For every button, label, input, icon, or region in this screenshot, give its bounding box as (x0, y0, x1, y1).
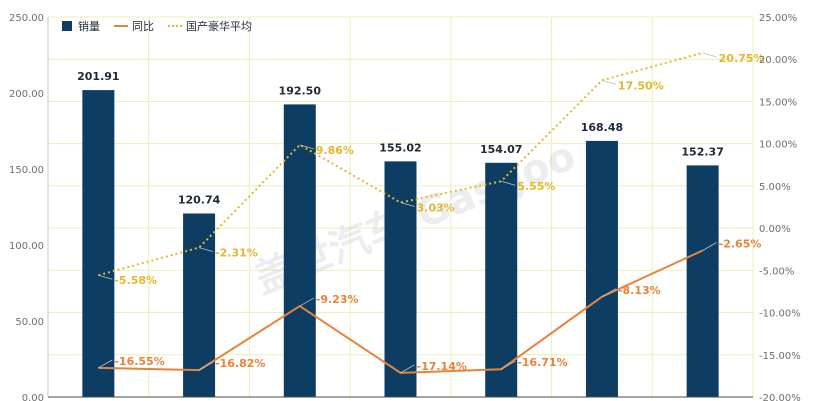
left-axis-tick-label: 200.00 (9, 89, 44, 100)
label-leader (98, 359, 113, 369)
label-leader (702, 242, 717, 251)
right-axis-tick-label: 15.00% (759, 97, 797, 108)
legend-label: 国产豪华平均 (186, 19, 252, 33)
right-axis-tick-label: -10.00% (759, 309, 801, 320)
line-value-label: 5.55% (517, 180, 555, 193)
legend-label: 销量 (78, 19, 100, 33)
bar (686, 165, 719, 397)
bar-value-label: 152.37 (681, 145, 723, 158)
left-axis-tick-label: 250.00 (9, 13, 44, 24)
line-value-label: -16.82% (215, 357, 265, 370)
label-leader (601, 79, 617, 85)
bar (485, 162, 518, 397)
line-value-label: 17.50% (618, 79, 664, 92)
right-axis-tick-label: 20.00% (759, 55, 797, 66)
bar-value-label: 192.50 (279, 84, 322, 97)
bar-series-sales (82, 90, 719, 398)
label-leader (299, 144, 314, 150)
bar (82, 90, 115, 397)
left-axis-tick-label: 0.00 (22, 393, 44, 401)
line-value-label: 3.03% (417, 202, 455, 215)
bar-value-label: 155.02 (379, 141, 421, 154)
label-leader (400, 202, 415, 207)
label-leader (501, 360, 516, 370)
bar (283, 104, 316, 398)
legend-swatch-bar (62, 21, 72, 31)
line-value-label: 20.75% (719, 52, 765, 65)
bar-value-label: 168.48 (581, 121, 623, 134)
data-labels: 201.91 120.74 192.50 155.02 154.07 168.48 152.… (77, 52, 765, 374)
right-axis-tick-label: 25.00% (759, 13, 797, 24)
bar (183, 213, 216, 397)
left-axis-tick-label: 150.00 (9, 165, 44, 176)
label-leader (601, 288, 617, 298)
line-value-label: -5.58% (114, 274, 157, 287)
label-leader (501, 180, 516, 186)
legend-label: 同比 (132, 20, 154, 33)
right-axis-tick-label: 10.00% (759, 140, 797, 151)
bar-value-label: 154.07 (480, 143, 522, 156)
right-axis-tick-label: -5.00% (759, 266, 794, 277)
line-value-label: -17.14% (417, 360, 467, 373)
line-value-label: -2.31% (215, 247, 258, 260)
bar-value-label: 120.74 (178, 193, 221, 206)
line-value-label: 9.86% (316, 144, 354, 157)
line-value-label: -16.71% (517, 356, 567, 369)
line-value-label: -8.13% (618, 284, 661, 297)
right-axis-tick-label: 5.00% (759, 182, 791, 193)
right-axis-tick-label: -20.00% (759, 393, 801, 401)
right-axis-tick-label: -15.00% (759, 351, 801, 362)
right-axis-tick-label: 0.00% (759, 224, 791, 235)
label-leader (198, 361, 214, 371)
label-leader (702, 52, 717, 58)
bar-value-label: 201.91 (77, 70, 119, 83)
left-axis-tick-label: 50.00 (15, 317, 44, 328)
axes: 0.00 50.00 100.00 150.00 200.00 250.00 -20.00%… (9, 13, 801, 401)
line-value-label: -16.55% (114, 355, 164, 368)
line-value-label: -2.65% (719, 237, 762, 250)
label-leader (299, 297, 314, 307)
label-leader (98, 274, 113, 280)
left-axis-tick-label: 100.00 (9, 241, 44, 252)
label-leader (400, 364, 415, 374)
line-value-label: -9.23% (316, 293, 359, 306)
legend: 销量 同比 国产豪华平均 (62, 19, 252, 33)
bar (585, 140, 618, 397)
label-leader (198, 247, 214, 253)
